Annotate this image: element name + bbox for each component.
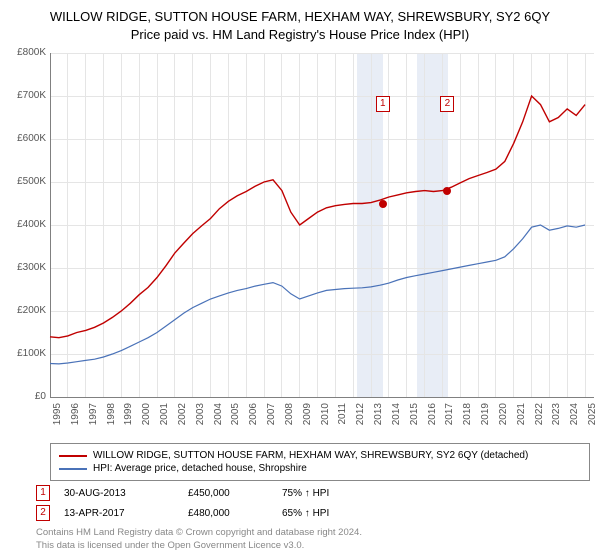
x-tick-label: 1997 [88, 403, 99, 431]
marker-point-1 [379, 200, 387, 208]
marker-label-1: 1 [376, 96, 390, 112]
x-tick-label: 1998 [106, 403, 117, 431]
x-tick-label: 2007 [266, 403, 277, 431]
x-tick-label: 2006 [248, 403, 259, 431]
x-tick-label: 2001 [159, 403, 170, 431]
x-tick-label: 2015 [409, 403, 420, 431]
x-tick-label: 2003 [195, 403, 206, 431]
x-tick-label: 2019 [480, 403, 491, 431]
footer-text: Contains HM Land Registry data © Crown c… [36, 527, 594, 553]
x-tick-label: 2014 [391, 403, 402, 431]
marker-table: 1 30-AUG-2013 £450,000 75% ↑ HPI 2 13-APR-201… [36, 485, 594, 521]
series-property [50, 96, 585, 338]
x-tick-label: 2011 [337, 403, 348, 431]
legend: WILLOW RIDGE, SUTTON HOUSE FARM, HEXHAM … [50, 443, 590, 481]
marker-label-2: 2 [440, 96, 454, 112]
marker-row-hpi: 75% ↑ HPI [282, 488, 372, 499]
x-tick-label: 2017 [444, 403, 455, 431]
x-tick-label: 2024 [569, 403, 580, 431]
x-tick-label: 2022 [534, 403, 545, 431]
x-tick-label: 2000 [141, 403, 152, 431]
x-tick-label: 2005 [230, 403, 241, 431]
legend-label-2: HPI: Average price, detached house, Shro… [93, 463, 307, 474]
legend-swatch-2 [59, 468, 87, 470]
marker-row-id: 1 [36, 485, 50, 501]
legend-label-1: WILLOW RIDGE, SUTTON HOUSE FARM, HEXHAM … [93, 450, 528, 461]
x-tick-label: 1996 [70, 403, 81, 431]
x-tick-label: 2002 [177, 403, 188, 431]
x-tick-label: 2018 [462, 403, 473, 431]
x-tick-label: 2020 [498, 403, 509, 431]
series-svg [6, 47, 596, 399]
chart-area: £0£100K£200K£300K£400K£500K£600K£700K£80… [6, 47, 594, 437]
x-tick-label: 2025 [587, 403, 598, 431]
x-tick-label: 2010 [320, 403, 331, 431]
marker-point-2 [443, 187, 451, 195]
x-tick-label: 2013 [373, 403, 384, 431]
marker-row-hpi: 65% ↑ HPI [282, 508, 372, 519]
marker-row-date: 13-APR-2017 [64, 508, 174, 519]
x-tick-label: 2016 [427, 403, 438, 431]
x-tick-label: 1995 [52, 403, 63, 431]
marker-row: 1 30-AUG-2013 £450,000 75% ↑ HPI [36, 485, 594, 501]
series-hpi [50, 225, 585, 364]
chart-title: WILLOW RIDGE, SUTTON HOUSE FARM, HEXHAM … [6, 8, 594, 43]
marker-row-price: £450,000 [188, 488, 268, 499]
x-tick-label: 2012 [355, 403, 366, 431]
x-tick-label: 2009 [302, 403, 313, 431]
x-tick-label: 2004 [213, 403, 224, 431]
x-tick-label: 2021 [516, 403, 527, 431]
marker-row: 2 13-APR-2017 £480,000 65% ↑ HPI [36, 505, 594, 521]
marker-row-id: 2 [36, 505, 50, 521]
x-tick-label: 2008 [284, 403, 295, 431]
x-tick-label: 1999 [123, 403, 134, 431]
x-tick-label: 2023 [551, 403, 562, 431]
marker-row-price: £480,000 [188, 508, 268, 519]
legend-swatch-1 [59, 455, 87, 457]
marker-row-date: 30-AUG-2013 [64, 488, 174, 499]
